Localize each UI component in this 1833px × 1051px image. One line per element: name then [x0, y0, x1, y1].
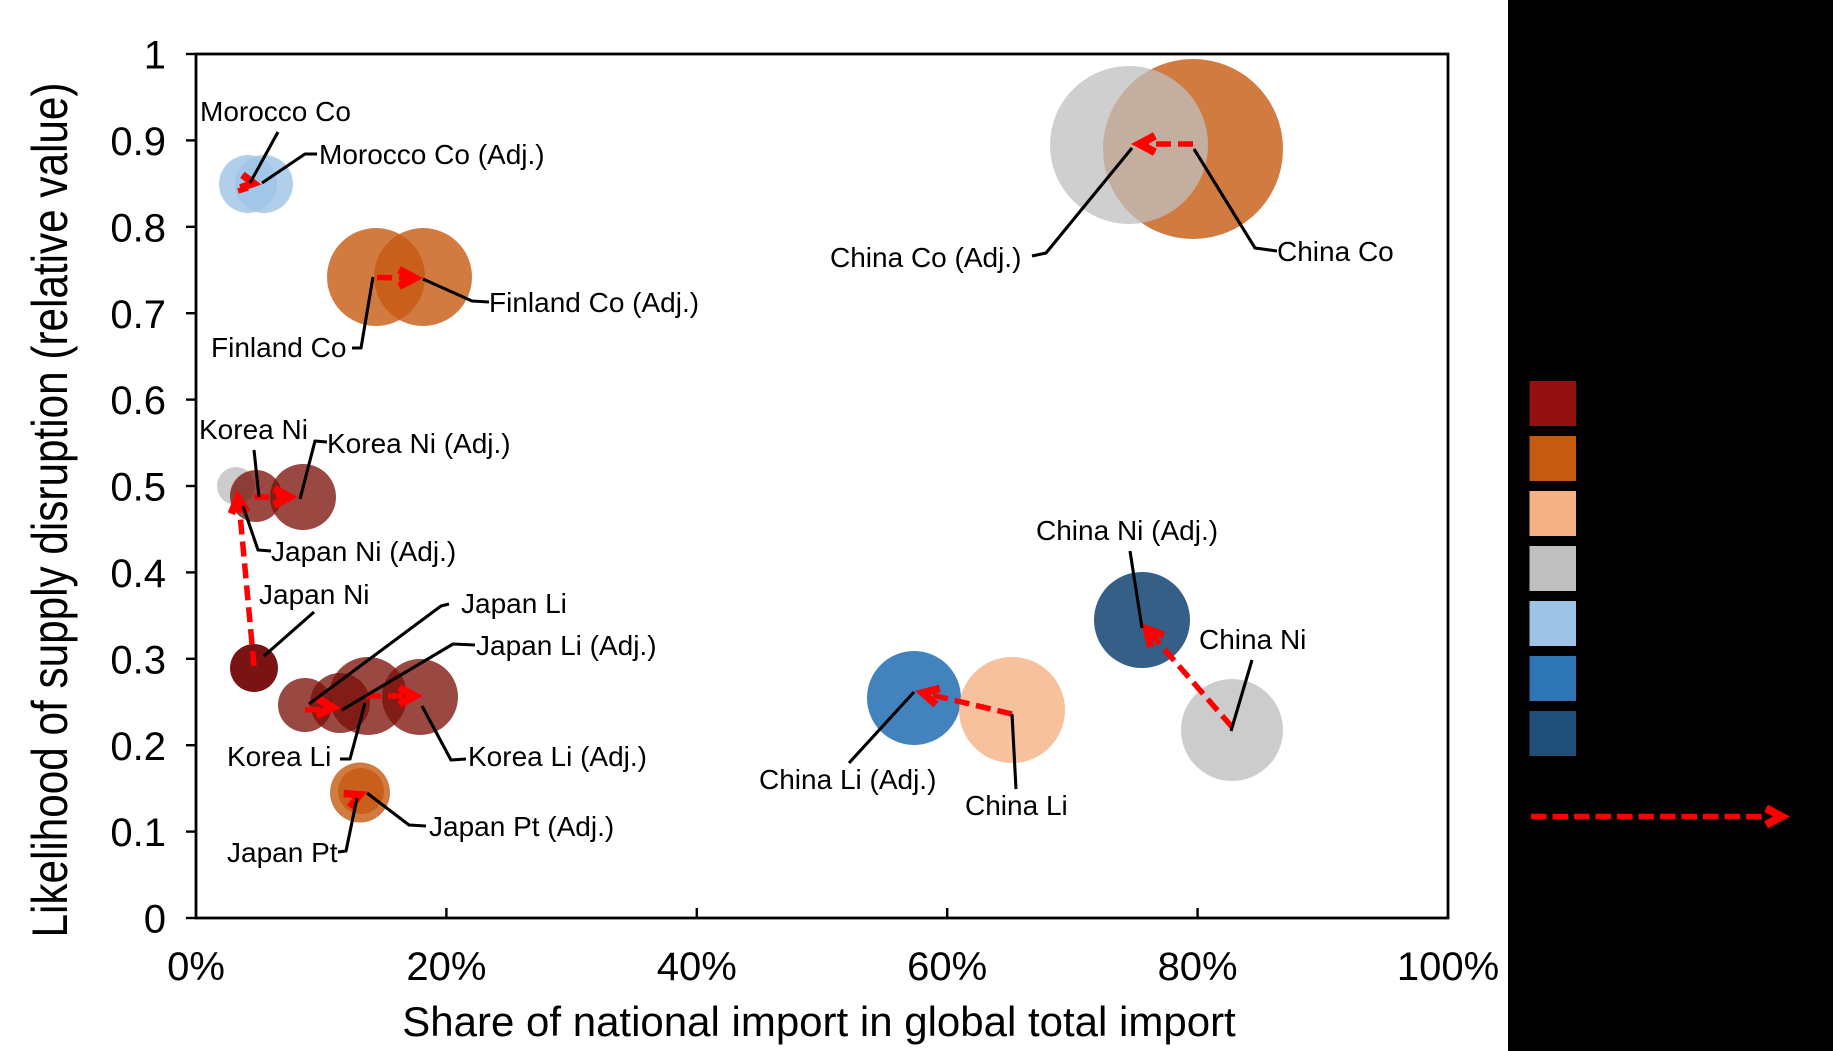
svg-text:0.2: 0.2 [110, 725, 166, 769]
svg-text:0.8: 0.8 [110, 206, 166, 250]
svg-text:40%: 40% [657, 945, 737, 989]
svg-text:0.1: 0.1 [110, 811, 166, 855]
svg-text:Japan Pt (Adj.): Japan Pt (Adj.) [429, 811, 614, 842]
svg-text:China Co: China Co [1277, 236, 1394, 267]
svg-text:Japan Li: Japan Li [461, 588, 567, 619]
svg-text:Finland Co (Adj.): Finland Co (Adj.) [489, 287, 699, 318]
svg-text:Korea Ni (Adj.): Korea Ni (Adj.) [327, 428, 511, 459]
svg-text:Korea Li (Adj.): Korea Li (Adj.) [468, 741, 647, 772]
svg-text:Korea Li: Korea Li [227, 741, 331, 772]
svg-text:0: 0 [144, 898, 166, 942]
svg-text:0.4: 0.4 [110, 552, 166, 596]
svg-text:Likelihood of supply disruptio: Likelihood of supply disruption (relativ… [22, 83, 78, 938]
svg-text:60%: 60% [907, 945, 987, 989]
svg-text:Korea Ni: Korea Ni [199, 414, 308, 445]
svg-text:China Li (Adj.): China Li (Adj.) [759, 764, 936, 795]
svg-text:Japan Ni (Adj.): Japan Ni (Adj.) [271, 536, 456, 567]
svg-text:Morocco Co: Morocco Co [200, 96, 351, 127]
svg-text:0.9: 0.9 [110, 120, 166, 164]
svg-text:Japan Ni: Japan Ni [259, 579, 370, 610]
svg-text:80%: 80% [1158, 945, 1238, 989]
svg-text:100%: 100% [1397, 945, 1499, 989]
svg-text:Japan Pt: Japan Pt [227, 837, 338, 868]
svg-text:Share of national import in gl: Share of national import in global total… [402, 998, 1236, 1045]
svg-text:0%: 0% [167, 945, 225, 989]
svg-text:0.6: 0.6 [110, 379, 166, 423]
svg-text:20%: 20% [406, 945, 486, 989]
svg-text:China Co (Adj.): China Co (Adj.) [830, 242, 1021, 273]
svg-text:Finland Co: Finland Co [211, 332, 346, 363]
svg-text:0.3: 0.3 [110, 638, 166, 682]
svg-text:China Li: China Li [965, 790, 1068, 821]
svg-text:0.5: 0.5 [110, 466, 166, 510]
svg-text:Morocco Co (Adj.): Morocco Co (Adj.) [319, 139, 545, 170]
svg-text:1: 1 [144, 34, 166, 78]
svg-text:China Ni (Adj.): China Ni (Adj.) [1036, 515, 1218, 546]
svg-text:China Ni: China Ni [1199, 624, 1306, 655]
svg-text:0.7: 0.7 [110, 293, 166, 337]
svg-text:Japan Li (Adj.): Japan Li (Adj.) [476, 630, 657, 661]
